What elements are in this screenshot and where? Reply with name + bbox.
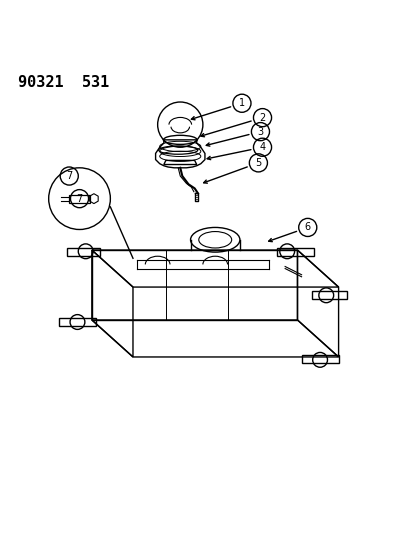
Text: 90321  531: 90321 531 [18, 75, 109, 90]
Text: 2: 2 [259, 112, 265, 123]
Text: 1: 1 [238, 98, 244, 108]
Text: 5: 5 [255, 158, 261, 168]
Text: 4: 4 [259, 142, 265, 152]
Text: 7: 7 [76, 193, 83, 204]
Text: 3: 3 [257, 127, 263, 136]
Text: 7: 7 [66, 171, 72, 181]
Text: 6: 6 [304, 222, 310, 232]
